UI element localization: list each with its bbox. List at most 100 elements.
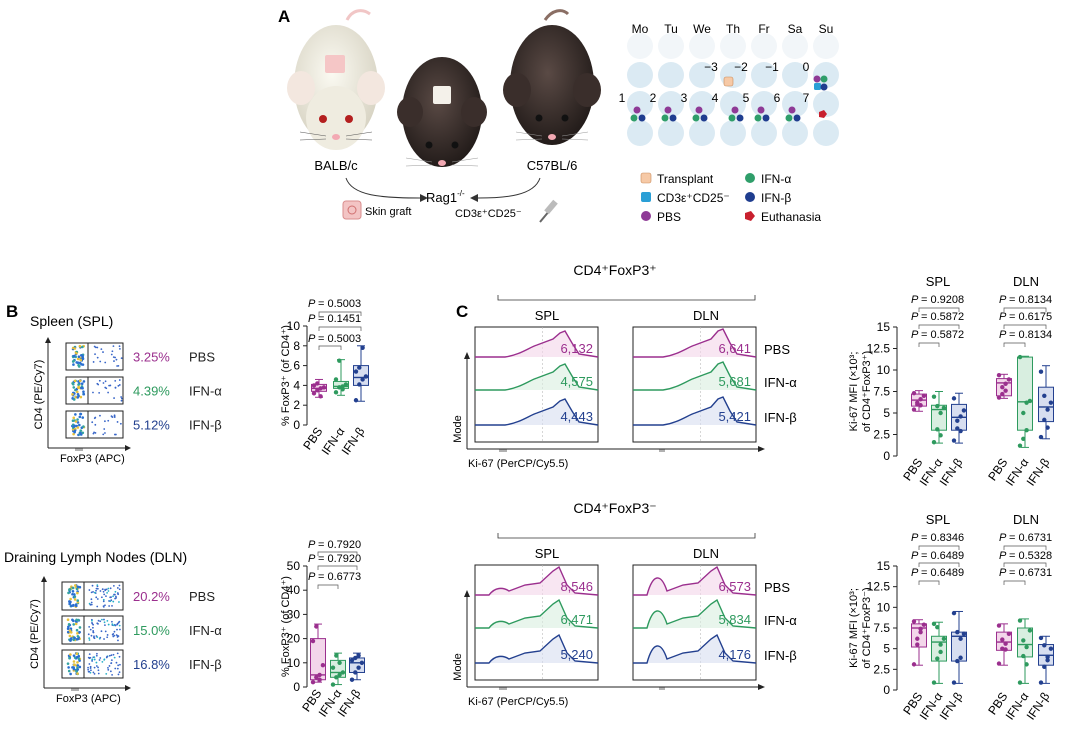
data-point	[1018, 680, 1022, 684]
ifna-marker	[729, 115, 736, 122]
data-point	[958, 656, 962, 660]
flow-event	[82, 425, 85, 428]
flow-event	[103, 606, 105, 608]
ifnb-marker	[670, 115, 677, 122]
data-point	[942, 637, 946, 641]
flow-event	[83, 380, 86, 383]
flow-event	[111, 350, 113, 352]
flow-group-label: PBS	[189, 589, 215, 604]
histograms-foxp3-pos: CD4⁺FoxP3⁺SPL DLN6,1324,5754,4436,641 PBS5…	[452, 262, 797, 470]
flow-event	[79, 429, 82, 432]
flow-event	[73, 593, 76, 596]
flow-event	[116, 662, 118, 664]
boxplot-group-title: DLN	[1013, 512, 1039, 527]
flow-event	[87, 667, 89, 669]
flow-event	[102, 588, 104, 590]
flow-event	[119, 348, 121, 350]
flow-event	[103, 619, 105, 621]
flow-event	[118, 621, 120, 623]
flow-event	[89, 653, 91, 655]
data-point	[938, 411, 942, 415]
flow-event	[93, 656, 95, 658]
panel-label-c: C	[456, 302, 468, 321]
flow-event	[116, 359, 118, 361]
data-point	[922, 622, 926, 626]
data-point	[955, 630, 959, 634]
flow-event	[68, 623, 71, 626]
histograms-foxp3-neg: CD4⁺FoxP3⁻SPL DLN8,5466,4715,2406,573 PBS5…	[452, 500, 797, 708]
data-point	[997, 395, 1001, 399]
flow-event	[113, 585, 115, 587]
flow-event	[96, 655, 98, 657]
flow-event	[116, 365, 118, 367]
flow-event	[119, 379, 121, 381]
flow-event	[88, 663, 90, 665]
flow-event	[72, 383, 75, 386]
flow-event	[116, 624, 118, 626]
data-point	[360, 346, 364, 350]
flow-event	[78, 424, 81, 427]
histogram-mfi-value: 6,641	[718, 341, 751, 356]
axis-arrowhead	[464, 590, 470, 597]
flow-event	[91, 591, 93, 593]
calendar-cell	[689, 120, 715, 146]
y-tick-label: 10	[877, 363, 891, 377]
flow-event	[116, 629, 118, 631]
flow-event	[113, 624, 115, 626]
data-point	[357, 382, 361, 386]
histogram-y-axis-label: Mode	[452, 653, 464, 681]
flow-event	[94, 592, 96, 594]
histogram-group-title: CD4⁺FoxP3⁻	[573, 500, 656, 516]
flow-event	[93, 672, 95, 674]
flow-event	[73, 663, 76, 666]
flow-event	[80, 413, 83, 416]
syringe-icon	[540, 200, 558, 222]
histogram-column-title: SPL	[535, 546, 560, 561]
flow-event	[95, 590, 97, 592]
flow-event	[105, 673, 107, 675]
flow-event	[72, 590, 75, 593]
data-point	[344, 382, 348, 386]
legend-label: CD3ε⁺CD25⁻	[657, 191, 730, 205]
flow-event	[92, 392, 94, 394]
legend-label: Transplant	[657, 172, 714, 186]
flow-event	[90, 629, 92, 631]
boxplot-foxp3-dln: 01020304050% FoxP3⁺ (of CD4⁺)PBSIFN-αIFN…	[280, 539, 365, 720]
flow-event	[72, 359, 75, 362]
data-point	[958, 429, 962, 433]
pbs-marker	[814, 76, 821, 83]
flow-event	[104, 604, 106, 606]
p-value-label: P = 0.7920	[308, 553, 361, 565]
flow-event	[117, 652, 119, 654]
flow-percent: 15.0%	[133, 623, 170, 638]
treatment-legend: Transplant IFN-αCD3ε⁺CD25⁻ IFN-βPBS Euthana…	[641, 172, 821, 224]
flow-event	[69, 598, 72, 601]
p-value-label: P = 0.5003	[308, 333, 361, 345]
data-point	[311, 680, 315, 684]
pbs-marker	[732, 107, 739, 114]
y-tick-label: 7.5	[873, 385, 890, 399]
flow-event	[88, 671, 90, 673]
data-point	[334, 653, 338, 657]
flow-event	[107, 420, 109, 422]
flow-event	[106, 656, 108, 658]
flow-event	[90, 598, 92, 600]
data-point	[1018, 355, 1022, 359]
calendar-day-number: 2	[650, 91, 657, 105]
p-value-label: P = 0.8134	[999, 294, 1052, 306]
flow-event	[100, 590, 102, 592]
significance-bracket	[1004, 581, 1025, 585]
flow-event	[91, 635, 93, 637]
balbc-mouse-illustration	[287, 11, 385, 150]
flow-event	[104, 624, 106, 626]
data-point	[912, 391, 916, 395]
flow-event	[72, 587, 75, 590]
significance-bracket	[318, 585, 338, 589]
flow-x-axis-label: FoxP3 (APC)	[60, 453, 125, 465]
flow-event	[119, 384, 121, 386]
calendar-cell	[782, 33, 808, 59]
data-point	[1003, 642, 1007, 646]
data-point	[1049, 400, 1053, 404]
legend-label: IFN-β	[761, 191, 791, 205]
flow-event	[75, 623, 78, 626]
